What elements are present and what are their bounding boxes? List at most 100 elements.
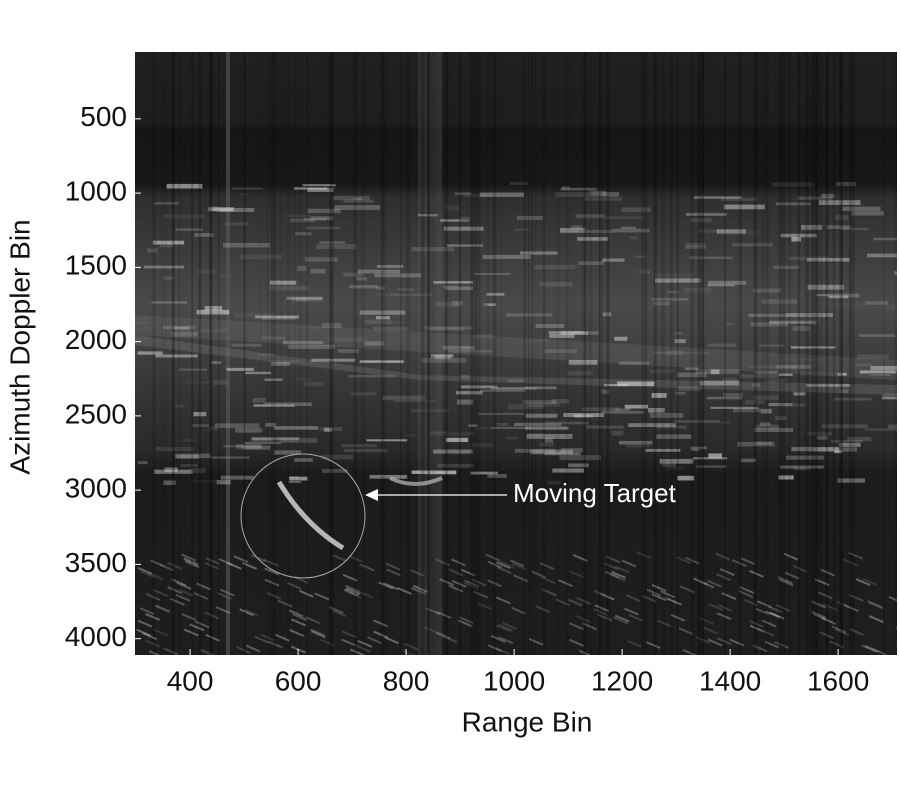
image-texture — [154, 469, 193, 474]
image-texture — [147, 248, 158, 253]
image-texture — [220, 274, 233, 278]
image-texture — [496, 566, 512, 575]
image-texture — [288, 480, 301, 483]
image-texture — [614, 336, 628, 341]
image-texture — [179, 464, 198, 468]
image-texture — [707, 343, 737, 347]
image-texture — [754, 441, 772, 446]
image-streak — [418, 52, 442, 655]
image-texture — [345, 587, 361, 596]
image-texture — [778, 373, 793, 376]
image-band — [135, 315, 897, 380]
image-texture — [716, 612, 732, 621]
image-texture — [163, 480, 176, 486]
image-texture — [286, 296, 323, 300]
image-texture — [797, 196, 833, 200]
image-texture — [822, 424, 868, 429]
image-texture — [508, 379, 525, 383]
image-texture — [614, 408, 631, 411]
image-texture — [707, 638, 723, 647]
image-texture — [816, 294, 830, 297]
image-texture — [834, 450, 843, 454]
image-texture — [600, 192, 620, 197]
image-texture — [205, 633, 221, 642]
image-texture — [324, 427, 333, 432]
image-texture — [471, 578, 487, 587]
x-tick-label: 1400 — [699, 665, 761, 696]
image-texture — [699, 580, 715, 589]
image-texture — [749, 620, 765, 628]
image-texture — [348, 374, 395, 378]
image-texture — [707, 284, 735, 287]
image-texture — [826, 225, 851, 229]
image-texture — [341, 630, 357, 639]
image-texture — [411, 470, 457, 474]
image-texture — [223, 445, 244, 448]
image-texture — [614, 565, 630, 574]
image-texture — [894, 271, 897, 276]
image-texture — [584, 197, 623, 201]
image-texture — [171, 578, 187, 587]
image-texture — [355, 644, 371, 653]
image-texture — [634, 255, 647, 258]
image-texture — [777, 576, 793, 585]
image-texture — [176, 454, 200, 459]
image-texture — [775, 604, 791, 612]
y-tick-label: 2000 — [65, 324, 127, 355]
image-texture — [851, 211, 885, 216]
image-texture — [699, 380, 740, 386]
image-texture — [514, 228, 530, 231]
image-texture — [251, 437, 300, 440]
image-texture — [289, 628, 304, 637]
image-texture — [764, 640, 780, 649]
image-texture — [286, 214, 311, 217]
image-texture — [818, 200, 861, 206]
image-texture — [434, 354, 451, 360]
image-texture — [373, 326, 409, 331]
image-texture — [331, 609, 347, 618]
image-texture — [699, 617, 714, 625]
y-tick-label: 1000 — [65, 175, 127, 206]
image-texture — [646, 588, 662, 597]
image-texture — [739, 586, 755, 594]
image-texture — [834, 397, 872, 401]
image-texture — [460, 385, 498, 389]
image-texture — [210, 456, 250, 459]
image-texture — [516, 215, 543, 220]
image-texture — [183, 628, 199, 637]
image-texture — [390, 293, 433, 297]
image-texture — [448, 584, 464, 593]
image-texture — [659, 458, 694, 464]
image-texture — [220, 475, 254, 480]
image-texture — [145, 639, 160, 648]
image-texture — [279, 437, 317, 443]
image-texture — [645, 448, 681, 452]
target-ghost — [389, 476, 443, 486]
image-texture — [458, 619, 473, 628]
y-tick-label: 500 — [80, 101, 127, 132]
image-texture — [563, 413, 604, 418]
image-texture — [882, 393, 897, 398]
image-texture — [726, 322, 735, 326]
image-texture — [523, 386, 557, 390]
image-texture — [748, 313, 793, 317]
image-texture — [293, 187, 328, 190]
image-texture — [222, 242, 270, 248]
image-texture — [167, 586, 183, 595]
image-texture — [346, 591, 362, 599]
image-texture — [623, 607, 639, 616]
image-texture — [535, 324, 564, 328]
image-texture — [189, 623, 205, 632]
image-texture — [708, 603, 724, 612]
image-texture — [472, 443, 494, 448]
image-texture — [524, 426, 569, 430]
image-texture — [812, 612, 828, 621]
x-tick-label: 1000 — [483, 665, 545, 696]
image-texture — [535, 605, 551, 614]
y-tick-label: 3000 — [65, 473, 127, 504]
image-texture — [175, 453, 211, 459]
image-texture — [544, 349, 578, 354]
y-tick-label: 4000 — [65, 621, 127, 652]
image-texture — [450, 558, 466, 567]
image-texture — [162, 214, 206, 219]
